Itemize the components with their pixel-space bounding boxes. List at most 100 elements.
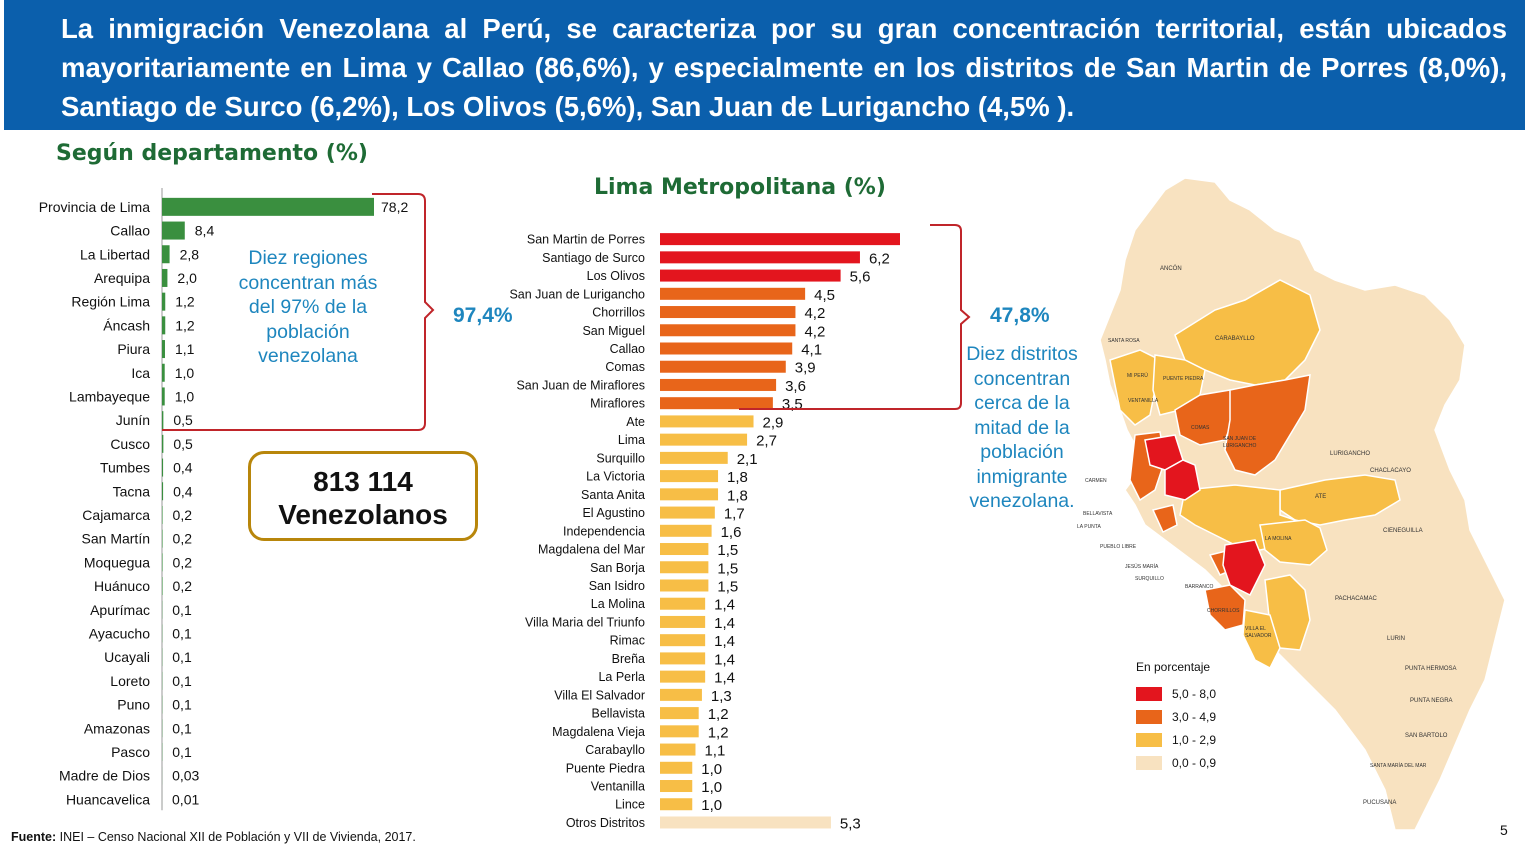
department-bar: [162, 197, 374, 216]
svg-text:COMAS: COMAS: [1191, 425, 1210, 431]
lima-bar: [660, 725, 699, 738]
lima-category-label: Otros Distritos: [566, 816, 645, 830]
svg-text:SAN BARTOLO: SAN BARTOLO: [1405, 733, 1448, 739]
department-category-label: La Libertad: [80, 246, 150, 262]
lima-value-label: 3,6: [785, 378, 806, 395]
lima-bar: [660, 579, 709, 592]
department-value-label: 0,1: [172, 744, 192, 760]
lima-category-label: Comas: [605, 360, 645, 374]
department-chart-title: Según departamento (%): [56, 141, 368, 166]
lima-value-label: 1,7: [724, 506, 745, 523]
lima-category-label: Puente Piedra: [566, 761, 645, 775]
map-surco: [1222, 539, 1266, 597]
department-bar: [162, 340, 165, 359]
department-value-label: 0,1: [172, 602, 192, 618]
lima-category-label: San Martin de Porres: [527, 233, 645, 247]
department-bar: [162, 268, 168, 287]
lima-bar: [660, 597, 706, 610]
districts-callout-text: Diez distritos concentran cerca de la mi…: [966, 343, 1078, 512]
svg-text:VENTANILLA: VENTANILLA: [1128, 398, 1159, 404]
lima-bar: [660, 652, 706, 665]
lima-value-label: 1,3: [711, 688, 732, 705]
department-category-label: Apurímac: [90, 602, 150, 618]
department-category-label: Madre de Dios: [59, 768, 150, 784]
svg-text:CHACLACAYO: CHACLACAYO: [1370, 468, 1411, 474]
lima-category-label: El Agustino: [582, 506, 645, 520]
svg-text:CARMEN: CARMEN: [1085, 478, 1107, 484]
lima-bar: [660, 561, 709, 574]
department-bar: [162, 482, 164, 501]
department-value-label: 0,1: [172, 649, 192, 665]
lima-bar: [660, 451, 728, 464]
lima-category-label: La Victoria: [586, 470, 645, 484]
department-value-label: 2,0: [177, 270, 197, 286]
svg-text:LURIGANCHO: LURIGANCHO: [1330, 451, 1370, 457]
svg-text:SANTA MARÍA DEL MAR: SANTA MARÍA DEL MAR: [1370, 762, 1427, 769]
total-number: 813 114: [313, 466, 413, 497]
lima-category-label: Rimac: [610, 634, 645, 648]
department-category-label: Amazonas: [84, 720, 150, 736]
total-label: Venezolanos: [278, 499, 448, 530]
lima-category-label: Villa Maria del Triunfo: [525, 615, 645, 629]
department-bar: [162, 221, 185, 240]
legend-row: 3,0 - 4,9: [1136, 705, 1216, 728]
department-bar: [162, 553, 163, 572]
department-category-label: Tumbes: [100, 460, 150, 476]
lima-category-label: Lince: [615, 798, 645, 812]
svg-text:LA PUNTA: LA PUNTA: [1077, 524, 1101, 530]
department-value-label: 0,2: [173, 578, 193, 594]
department-value-label: 1,2: [175, 317, 195, 333]
svg-text:SANTA ROSA: SANTA ROSA: [1108, 338, 1140, 344]
svg-text:PACHACAMAC: PACHACAMAC: [1335, 596, 1378, 602]
department-value-label: 78,2: [381, 199, 408, 215]
map-villa-el-salvador: [1242, 609, 1281, 670]
header-text: La inmigración Venezolana al Perú, se ca…: [61, 13, 1507, 122]
svg-text:PUEBLO LIBRE: PUEBLO LIBRE: [1100, 544, 1137, 550]
lima-value-label: 1,2: [708, 706, 729, 723]
department-value-label: 0,2: [173, 554, 193, 570]
svg-text:VILLA EL: VILLA EL: [1245, 626, 1266, 632]
lima-bar: [660, 670, 706, 683]
source-footer: Fuente: INEI – Censo Nacional XII de Pob…: [11, 830, 416, 844]
lima-category-label: Los Olivos: [587, 269, 645, 283]
lima-bar: [660, 761, 693, 774]
lima-category-label: Magdalena del Mar: [538, 543, 645, 557]
department-value-label: 0,2: [173, 507, 193, 523]
lima-bar: [660, 707, 699, 720]
map-san-miguel: [1151, 504, 1178, 534]
lima-category-label: Santa Anita: [581, 488, 645, 502]
lima-bar: [660, 251, 860, 264]
svg-text:PUNTA NEGRA: PUNTA NEGRA: [1410, 698, 1453, 704]
department-category-label: Ica: [131, 365, 150, 381]
department-category-label: Huánuco: [94, 578, 150, 594]
svg-text:SALVADOR: SALVADOR: [1245, 633, 1272, 639]
lima-value-label: 4,2: [804, 305, 825, 322]
districts-bracket: [739, 224, 971, 410]
department-bar: [162, 245, 170, 264]
department-category-label: Pasco: [111, 744, 150, 760]
lima-bar: [660, 342, 793, 355]
department-category-label: Arequipa: [94, 270, 150, 286]
lima-bar: [660, 269, 841, 282]
lima-category-label: Independencia: [563, 524, 645, 538]
department-category-label: Loreto: [110, 673, 150, 689]
department-category-label: Moquegua: [84, 554, 150, 570]
department-value-label: 0,1: [172, 697, 192, 713]
page-number: 5: [1500, 822, 1508, 838]
lima-bar: [660, 233, 900, 246]
lima-bar: [660, 798, 693, 811]
lima-value-label: 4,1: [801, 341, 822, 358]
map-sjl: [1224, 374, 1311, 476]
svg-text:BARRANCO: BARRANCO: [1185, 584, 1213, 590]
footer-text: INEI – Censo Nacional XII de Población y…: [56, 830, 416, 844]
lima-value-label: 1,5: [717, 560, 738, 577]
districts-percent: 47,8%: [990, 304, 1050, 327]
lima-value-label: 1,8: [727, 487, 748, 504]
department-category-label: Región Lima: [71, 294, 150, 310]
legend-swatch: [1136, 709, 1162, 724]
department-value-label: 1,1: [175, 341, 195, 357]
legend-row: 5,0 - 8,0: [1136, 682, 1216, 705]
department-category-label: Cusco: [110, 436, 150, 452]
lima-value-label: 4,2: [804, 323, 825, 340]
lima-bar-chart: San Martin de Porres8,0Santiago de Surco…: [509, 233, 900, 832]
